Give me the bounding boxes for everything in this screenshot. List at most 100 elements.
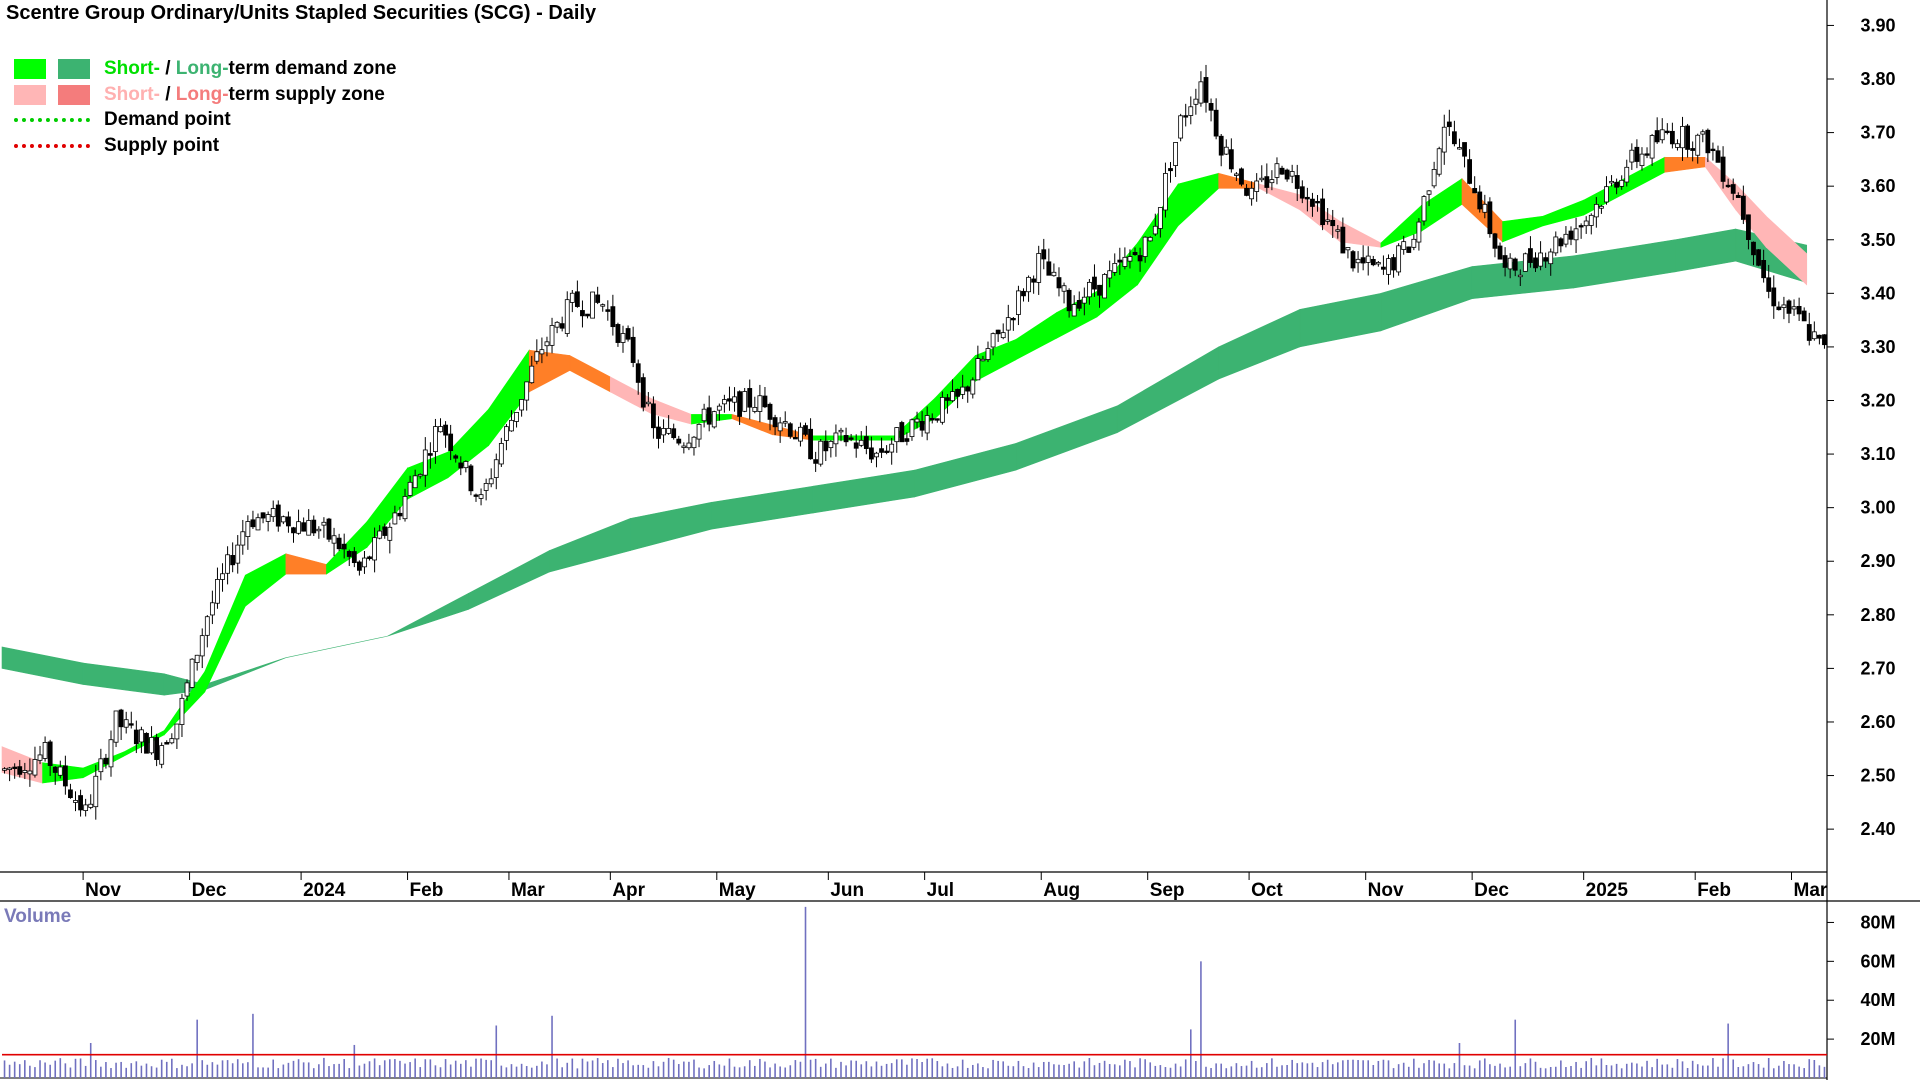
short-term-demand-segment — [488, 349, 530, 447]
candle-body — [1365, 255, 1371, 263]
candle-body — [1654, 130, 1660, 143]
candle-body — [1375, 262, 1381, 265]
candle-body — [1538, 252, 1543, 267]
candle-body — [691, 436, 697, 449]
candle-body — [296, 521, 301, 534]
candle-body — [767, 403, 773, 420]
candle-body — [1021, 290, 1026, 297]
candle-body — [1548, 251, 1554, 265]
candle-body — [164, 742, 170, 745]
candle-body — [1619, 179, 1625, 187]
short-term-demand-segment — [82, 751, 124, 779]
candle-body — [1796, 305, 1802, 315]
candle-body — [235, 544, 241, 564]
candle-body — [909, 419, 915, 438]
long-term-demand-segment — [1380, 266, 1473, 332]
candle-body — [1725, 184, 1731, 188]
x-tick-label: May — [719, 880, 756, 901]
x-tick-label: Oct — [1251, 880, 1283, 901]
legend-supply-zone-text: term supply zone — [228, 83, 385, 105]
candle-body — [595, 294, 601, 303]
candle-body — [1786, 300, 1792, 314]
candle-body — [301, 522, 307, 532]
candle-body — [265, 514, 271, 522]
long-term-demand-segment — [1471, 255, 1574, 300]
x-tick-label: Sep — [1150, 880, 1185, 901]
y-tick-label: 3.90 — [1860, 15, 1895, 35]
candle-body — [742, 391, 748, 412]
candle-body — [1381, 266, 1386, 270]
x-tick-label: Apr — [612, 880, 645, 901]
y-tick-label: 2.80 — [1860, 605, 1895, 625]
candle-body — [965, 386, 971, 392]
candle-body — [939, 397, 945, 423]
candle-body — [732, 396, 737, 403]
candle-body — [1239, 168, 1244, 185]
x-tick-label: Nov — [1368, 880, 1404, 901]
candle-body — [275, 504, 281, 527]
candle-body — [1441, 126, 1447, 153]
candle-body — [356, 561, 362, 571]
candle-body — [995, 329, 1001, 335]
candle-body — [1558, 238, 1564, 247]
candle-body — [306, 520, 312, 536]
candle-body — [260, 512, 266, 519]
candle-body — [407, 481, 413, 496]
candle-body — [159, 745, 165, 765]
candle-body — [1685, 125, 1690, 150]
candle-body — [270, 508, 276, 518]
candle-body — [280, 516, 286, 523]
y-tick-label: 3.50 — [1860, 230, 1895, 250]
candle-body — [1031, 278, 1037, 283]
long-term-demand-segment — [914, 442, 1017, 498]
candle-body — [1771, 287, 1777, 307]
y-tick-label: 3.10 — [1860, 444, 1895, 464]
candle-body — [1421, 196, 1427, 222]
candle-body — [7, 767, 13, 770]
candle-body — [1066, 289, 1072, 312]
candle-body — [1659, 129, 1665, 141]
short-term-supply-segment — [1299, 194, 1341, 243]
candle-body — [1720, 156, 1726, 182]
candle-body — [225, 554, 230, 574]
long-term-demand-segment — [1116, 346, 1219, 434]
candle-body — [539, 349, 545, 355]
candle-body — [843, 435, 849, 443]
candle-body — [1644, 153, 1650, 156]
candle-body — [1664, 130, 1670, 134]
candle-body — [645, 401, 651, 405]
candle-body — [1117, 259, 1123, 263]
candle-body — [1249, 187, 1255, 200]
candle-body — [1609, 180, 1614, 184]
candle-body — [144, 732, 149, 754]
candle-body — [782, 421, 788, 424]
short-term-demand-segment — [1542, 199, 1584, 227]
candle-body — [1284, 169, 1290, 180]
short-term-supply-segment — [285, 553, 327, 575]
short-term-supply-segment — [731, 414, 773, 436]
candle-body — [108, 739, 114, 768]
candle-body — [798, 426, 803, 442]
volume-tick-label: 20M — [1860, 1029, 1895, 1049]
candle-body — [1624, 166, 1630, 183]
short-term-supply-segment — [1765, 215, 1808, 286]
candle-body — [1203, 77, 1209, 103]
candle-body — [610, 306, 616, 328]
candle-body — [1543, 257, 1549, 262]
short-term-demand-segment — [245, 553, 287, 607]
candle-body — [1325, 219, 1331, 222]
candle-body — [1086, 281, 1092, 298]
candle-body — [980, 358, 986, 362]
candle-body — [83, 804, 89, 811]
candle-body — [1218, 135, 1224, 156]
candle-body — [68, 789, 73, 799]
long-supply-swatch — [58, 84, 90, 105]
candle-body — [838, 429, 844, 433]
short-term-supply-segment — [1664, 156, 1706, 173]
candle-body — [696, 423, 702, 440]
long-term-demand-segment — [812, 469, 915, 514]
short-term-demand-segment — [1502, 215, 1544, 243]
candle-body — [1132, 251, 1138, 256]
